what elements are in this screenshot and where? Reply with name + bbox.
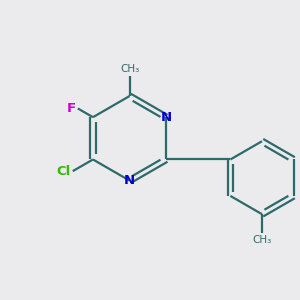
Text: N: N <box>160 111 172 124</box>
Text: Cl: Cl <box>56 165 70 178</box>
Text: CH₃: CH₃ <box>120 64 139 74</box>
Text: CH₃: CH₃ <box>252 235 272 244</box>
Text: N: N <box>124 174 135 187</box>
Text: F: F <box>66 102 76 115</box>
